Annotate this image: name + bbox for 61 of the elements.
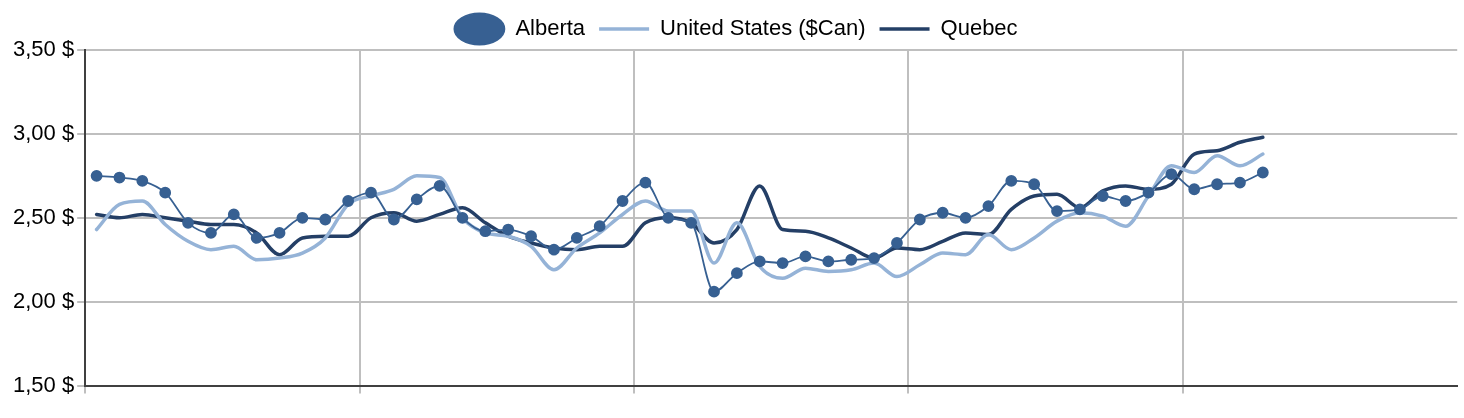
point [1142, 186, 1155, 199]
point [1096, 190, 1109, 202]
point [845, 253, 858, 266]
point [250, 232, 263, 244]
point [822, 255, 835, 268]
point [959, 211, 972, 224]
legend-label: Alberta [515, 15, 586, 41]
point [776, 257, 789, 270]
point [1028, 178, 1041, 191]
point [730, 267, 743, 280]
point [182, 216, 194, 229]
point [502, 223, 515, 236]
point [342, 195, 355, 207]
point [227, 208, 240, 221]
y-tick-label: 1,50 $ [12, 371, 75, 397]
point [273, 227, 286, 239]
point [1119, 195, 1132, 207]
point [479, 225, 492, 238]
point [410, 193, 423, 206]
point [319, 213, 332, 226]
point [1073, 203, 1086, 216]
point [799, 250, 812, 263]
point [1051, 205, 1063, 217]
point [1005, 174, 1018, 187]
point [593, 220, 606, 233]
point [639, 176, 652, 189]
point [1256, 166, 1269, 179]
point [205, 227, 217, 239]
point [433, 180, 446, 192]
point [753, 255, 766, 268]
point [90, 169, 103, 182]
point [365, 186, 377, 199]
point [136, 174, 149, 187]
point [1234, 176, 1246, 189]
point [616, 195, 629, 207]
point [296, 211, 309, 224]
point [868, 252, 880, 264]
y-tick-label: 3,50 $ [12, 36, 75, 62]
point [570, 232, 583, 244]
point [708, 285, 720, 298]
point [891, 237, 903, 249]
point [1188, 183, 1201, 196]
point [387, 213, 400, 226]
y-tick-label: 3,00 $ [12, 119, 75, 145]
point [936, 206, 949, 219]
y-tick-label: 2,00 $ [12, 287, 75, 313]
line-series [94, 152, 1265, 280]
legend-label: Quebec [940, 15, 1018, 41]
point [525, 230, 537, 243]
point [685, 216, 698, 229]
point [662, 211, 675, 224]
point [982, 200, 995, 212]
point [456, 211, 469, 224]
point [548, 243, 560, 256]
legend-label: United States ($Can) [660, 15, 866, 41]
point [159, 186, 172, 199]
point [113, 171, 126, 184]
point [1211, 178, 1223, 191]
y-tick-label: 2,50 $ [12, 203, 75, 229]
point [913, 213, 926, 226]
point [1165, 168, 1178, 181]
